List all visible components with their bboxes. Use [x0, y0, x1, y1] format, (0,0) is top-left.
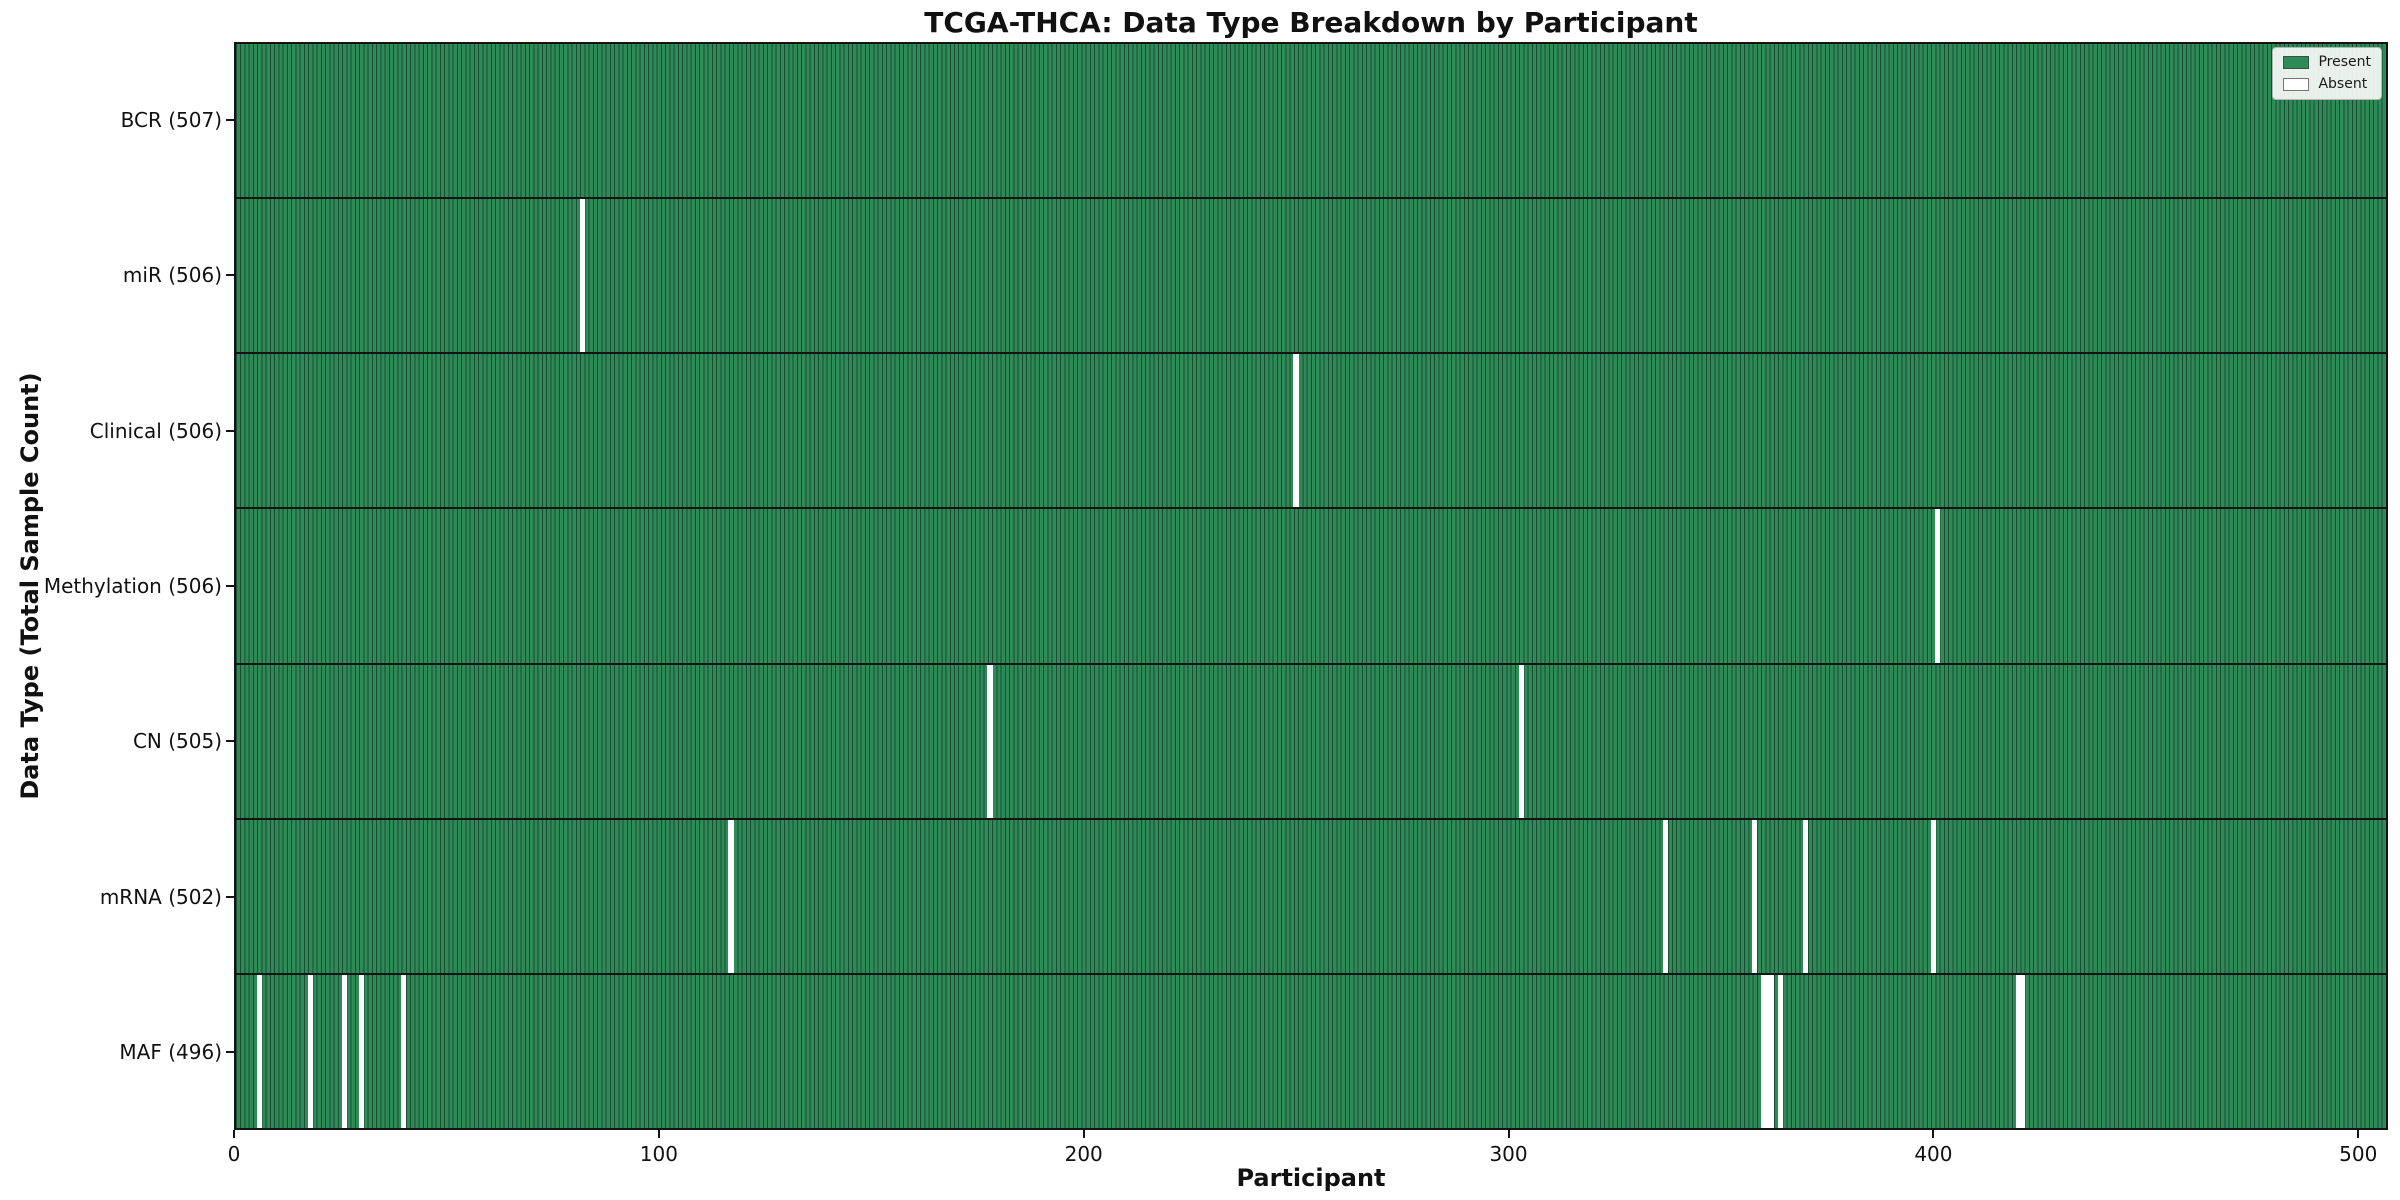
y-tick-label: mRNA (502)	[99, 884, 222, 909]
absent-cell	[256, 974, 262, 1128]
x-tick-mark	[2357, 1130, 2360, 1138]
legend-present-swatch	[2283, 55, 2310, 69]
absent-cell	[579, 199, 585, 353]
legend-absent-swatch	[2283, 77, 2310, 91]
absent-cell	[987, 664, 993, 818]
y-tick-mark	[226, 118, 234, 121]
heatmap-row-methylation	[236, 509, 2386, 665]
absent-cell	[1934, 509, 1941, 663]
heatmap-row-maf	[236, 974, 2386, 1128]
legend-entry-absent: Absent	[2283, 76, 2371, 92]
x-tick-mark	[1932, 1130, 1935, 1138]
heatmap-row-clinical	[236, 354, 2386, 510]
absent-cell	[2015, 974, 2021, 1128]
absent-cell	[1293, 354, 1299, 508]
absent-cell	[341, 974, 347, 1128]
x-tick-label: 200	[1064, 1142, 1103, 1166]
y-tick-label: MAF (496)	[119, 1040, 222, 1065]
legend-present-label: Present	[2318, 54, 2371, 70]
x-tick-label: 500	[2339, 1142, 2378, 1166]
x-tick-label: 100	[639, 1142, 678, 1166]
y-tick-mark	[226, 895, 234, 898]
absent-cell	[1769, 974, 1775, 1128]
y-tick-label: CN (505)	[132, 729, 222, 754]
legend-entry-present: Present	[2283, 54, 2371, 70]
absent-cell	[1777, 974, 1783, 1128]
absent-cell	[1930, 819, 1936, 973]
y-tick-label: BCR (507)	[120, 107, 222, 132]
x-tick-label: 0	[227, 1142, 241, 1166]
y-tick-mark	[226, 1051, 234, 1054]
absent-cell	[1663, 819, 1669, 973]
absent-cell	[307, 974, 313, 1128]
x-tick-mark	[233, 1130, 235, 1138]
y-tick-label: Methylation (506)	[43, 574, 222, 598]
absent-cell	[1760, 974, 1766, 1128]
absent-cell	[1752, 819, 1758, 973]
chart-title: TCGA-THCA: Data Type Breakdown by Partic…	[924, 6, 1698, 39]
absent-cell	[1764, 974, 1771, 1128]
absent-cell	[401, 974, 407, 1128]
x-axis-label: Participant	[1236, 1164, 1386, 1192]
absent-cell	[1803, 819, 1809, 973]
y-tick-label: Clinical (506)	[89, 418, 222, 443]
y-tick-mark	[226, 274, 234, 277]
y-tick-label: miR (506)	[122, 263, 222, 288]
y-tick-mark	[226, 429, 234, 432]
legend: Present Absent	[2272, 47, 2382, 100]
heatmap-row-mrna	[236, 819, 2386, 975]
y-axis-label: Data Type (Total Sample Count)	[16, 372, 44, 800]
heatmap-row-cn	[236, 664, 2386, 820]
x-tick-mark	[657, 1130, 660, 1138]
x-tick-label: 300	[1489, 1142, 1528, 1166]
heatmap-row-mir	[236, 199, 2386, 355]
legend-absent-label: Absent	[2318, 76, 2368, 92]
absent-cell	[358, 974, 364, 1128]
y-tick-mark	[226, 585, 234, 587]
heatmap-row-bcr	[236, 44, 2386, 200]
y-tick-mark	[226, 740, 234, 743]
x-tick-label: 400	[1914, 1142, 1953, 1166]
absent-cell	[2019, 974, 2026, 1128]
absent-cell	[1518, 664, 1524, 818]
x-tick-mark	[1082, 1130, 1085, 1138]
x-tick-mark	[1507, 1130, 1510, 1138]
absent-cell	[728, 819, 734, 973]
plot-area: Present Absent	[234, 42, 2388, 1130]
